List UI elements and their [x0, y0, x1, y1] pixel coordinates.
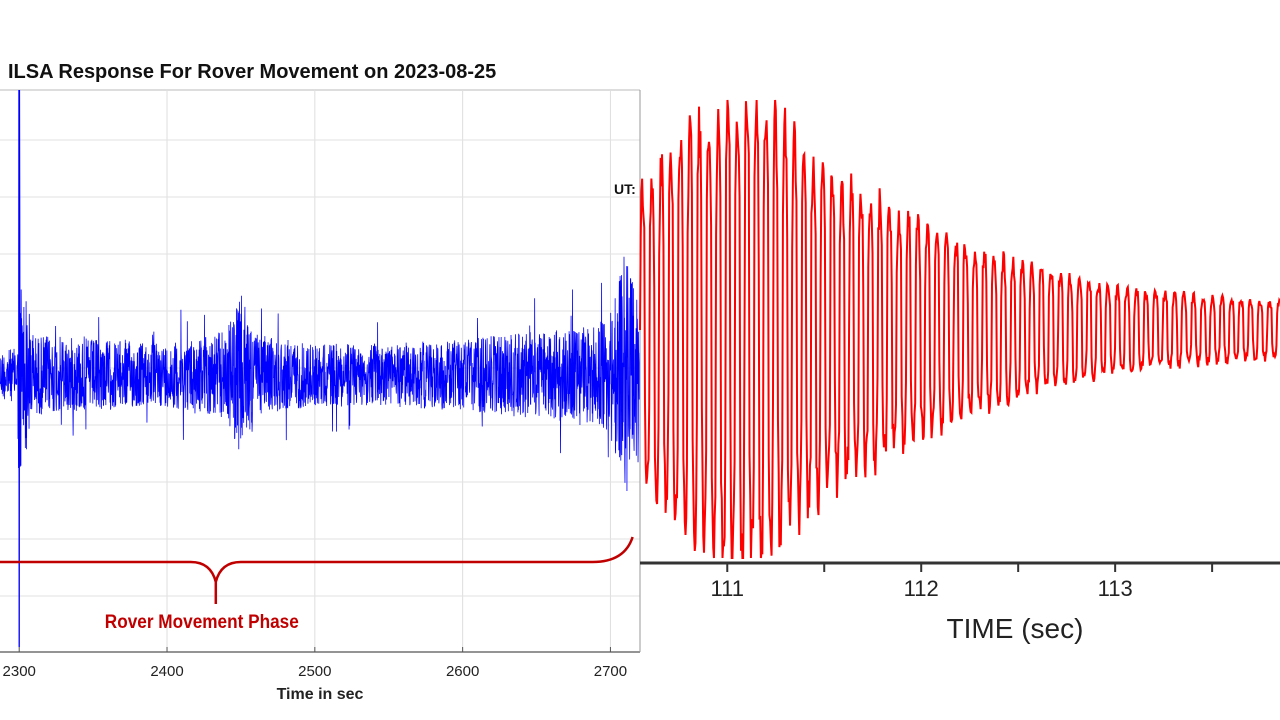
- right-signal: [639, 99, 1280, 559]
- right-x-axis-label: TIME (sec): [947, 613, 1084, 644]
- left-xtick-label-2500: 2500: [298, 663, 331, 680]
- rover-phase-label: Rover Movement Phase: [105, 612, 299, 633]
- left-xtick-label-2400: 2400: [150, 663, 183, 680]
- right-xtick-label-112: 112: [904, 576, 939, 601]
- left-chart-title: ILSA Response For Rover Movement on 2023…: [8, 61, 496, 83]
- left-xtick-label-2600: 2600: [446, 663, 479, 680]
- left-annotation: Rover Movement Phase: [0, 536, 634, 633]
- left-xtick-label-2700: 2700: [594, 663, 627, 680]
- right-signal-trace: [639, 99, 1280, 559]
- left-signal: [0, 89, 641, 648]
- rover-phase-brace: [0, 536, 634, 604]
- left-xtick-label-2300: 2300: [3, 663, 36, 680]
- left-x-axis-label: Time in sec: [277, 686, 364, 703]
- right-chart: 111 112 113 TIME (sec): [639, 99, 1280, 644]
- right-xtick-label-113: 113: [1098, 576, 1133, 601]
- left-chart: ILSA Response For Rover Movement on 2023…: [0, 61, 641, 703]
- right-axes: 111 112 113: [640, 561, 1280, 601]
- left-axes: 2300 2400 2500 2600 2700: [0, 90, 641, 680]
- right-xtick-label-111: 111: [711, 576, 744, 601]
- ut-edge-label: UT:: [614, 181, 636, 197]
- left-signal-trace: [0, 89, 641, 648]
